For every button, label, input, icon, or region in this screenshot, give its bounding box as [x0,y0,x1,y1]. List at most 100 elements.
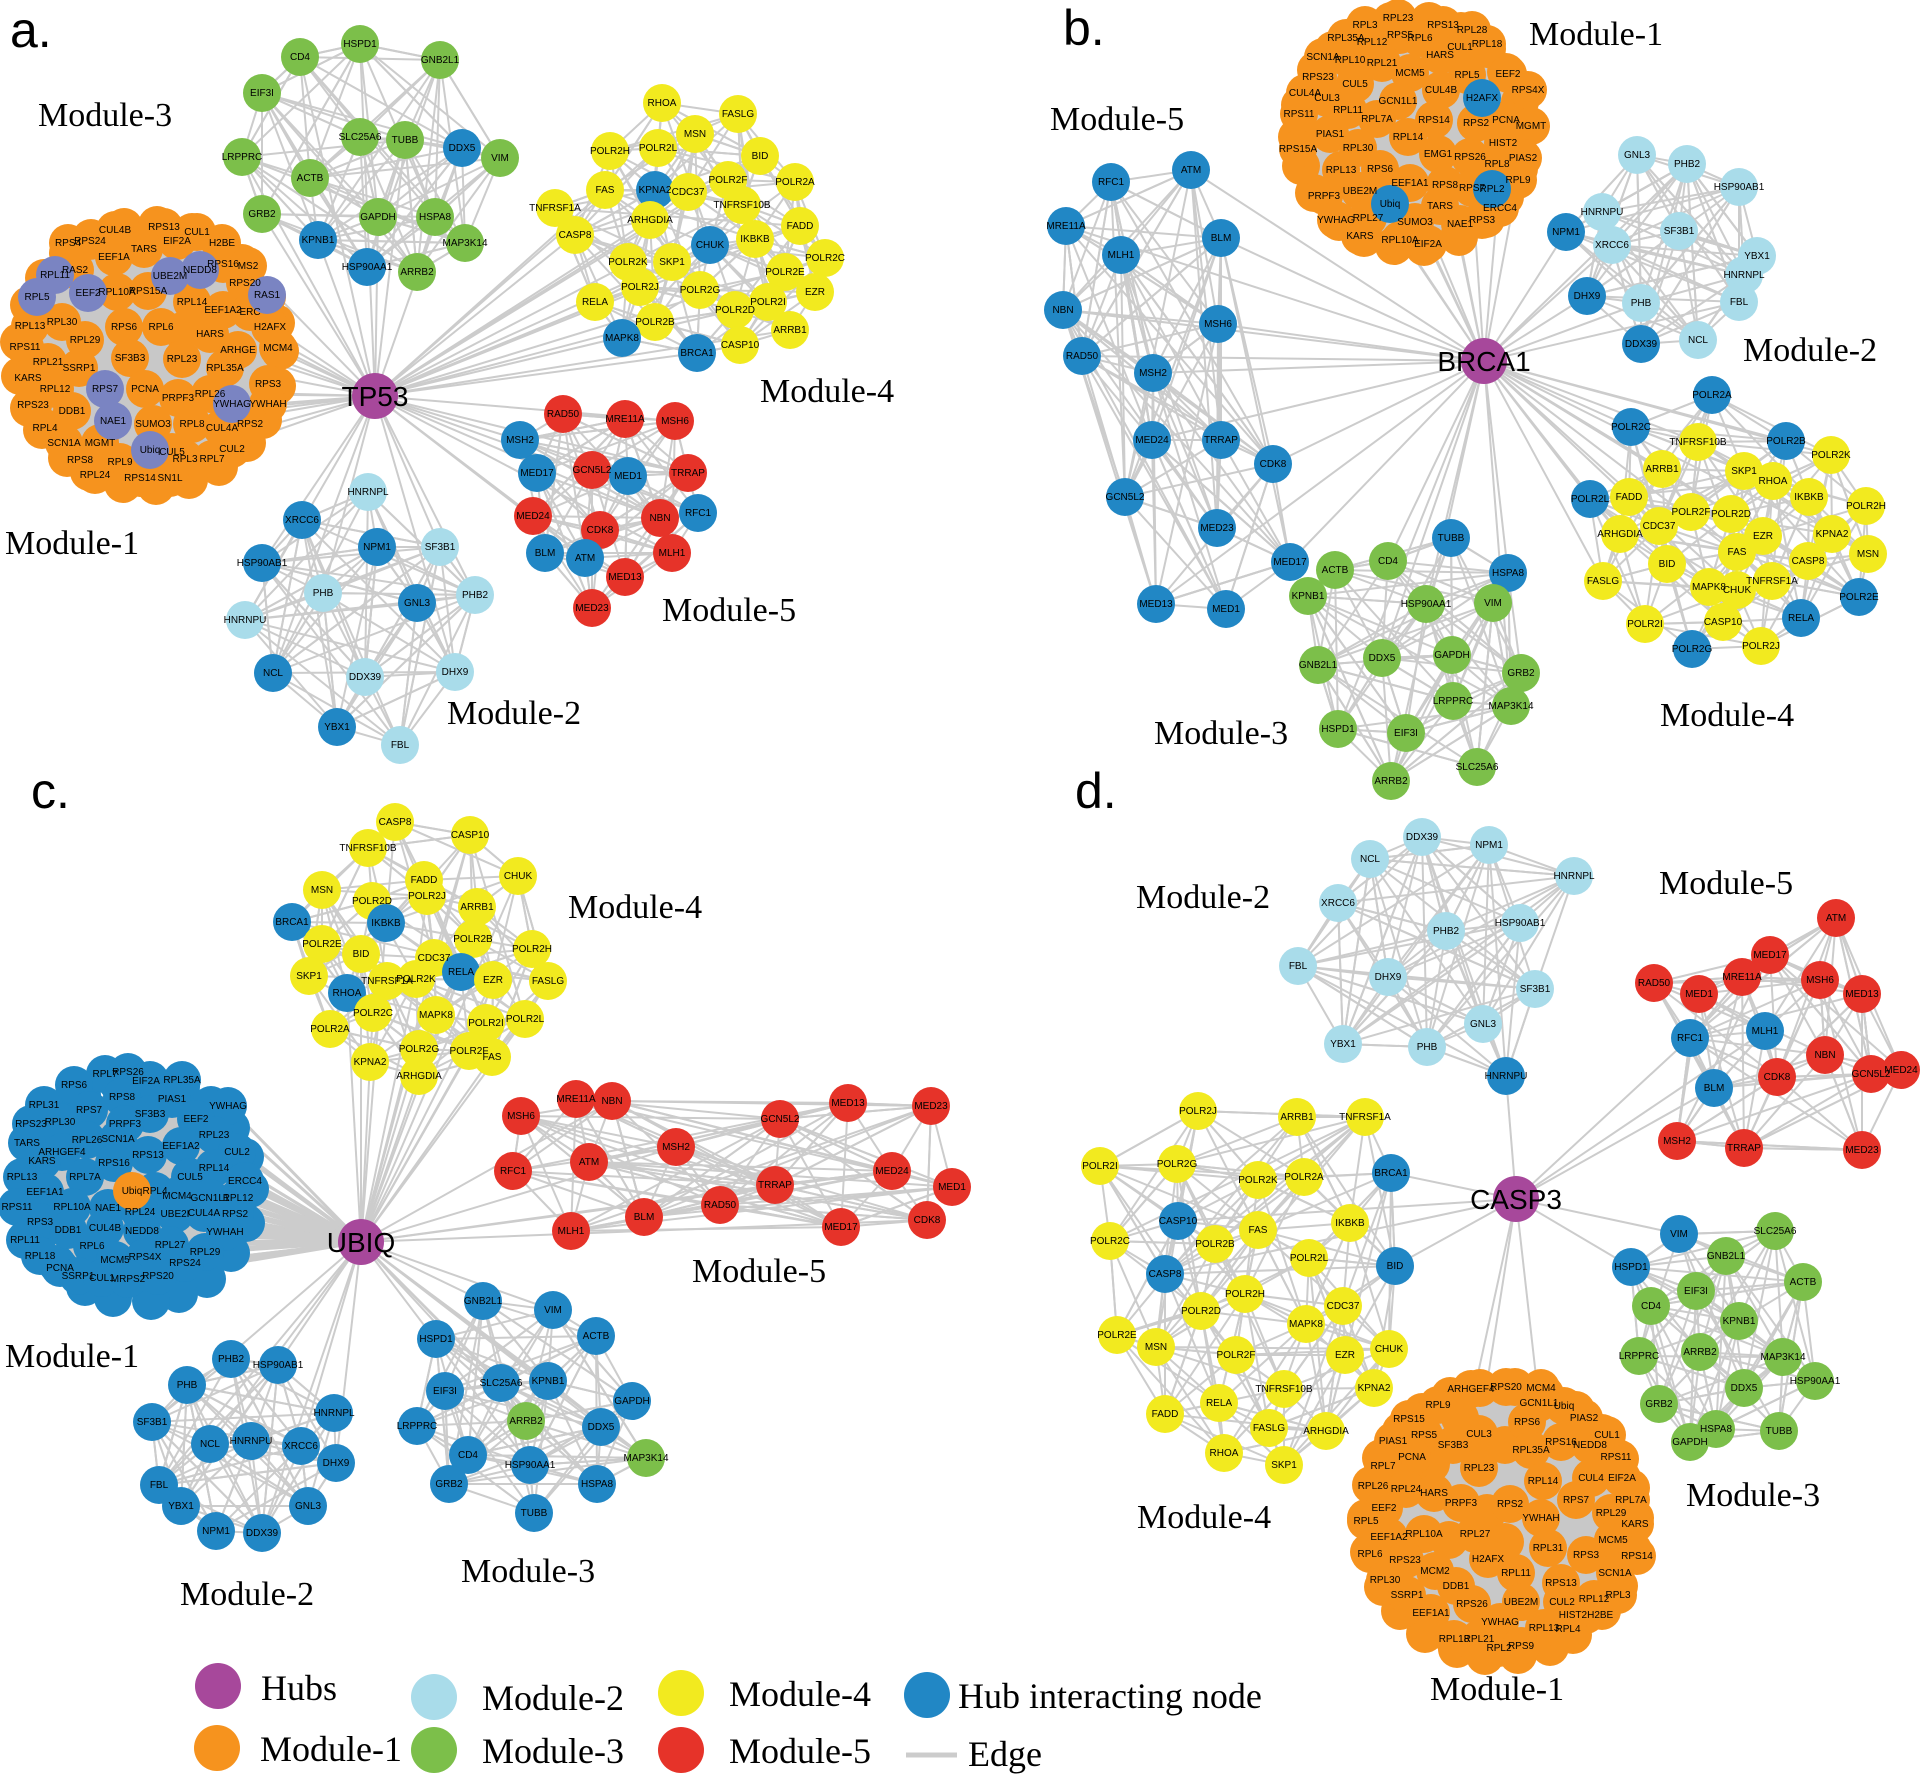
svg-text:CUL2: CUL2 [219,444,245,455]
svg-text:EEF1A: EEF1A [98,252,130,263]
svg-text:POLR2B: POLR2B [1195,1239,1235,1250]
svg-text:TNFRSF10B: TNFRSF10B [1669,437,1727,448]
svg-text:MSN: MSN [311,885,333,896]
svg-text:FAS: FAS [1728,547,1747,558]
svg-text:MED24: MED24 [875,1166,909,1177]
svg-text:HSP90AB1: HSP90AB1 [1495,918,1546,929]
svg-text:RPL31: RPL31 [29,1100,60,1111]
svg-text:POLR2D: POLR2D [352,896,392,907]
svg-text:EIF2A: EIF2A [1608,1473,1636,1484]
svg-text:POLR2I: POLR2I [1627,619,1663,630]
svg-text:TNFRSF1A: TNFRSF1A [529,203,581,214]
svg-text:MSN: MSN [1145,1342,1167,1353]
svg-text:POLR2C: POLR2C [1090,1236,1130,1247]
svg-text:Module-5: Module-5 [692,1253,826,1290]
svg-text:RPL10: RPL10 [1335,55,1366,66]
svg-text:HSP90AB1: HSP90AB1 [1714,182,1765,193]
svg-text:PRPF3: PRPF3 [1308,191,1341,202]
svg-text:RHOA: RHOA [333,988,362,999]
svg-text:RPL14: RPL14 [1528,1476,1559,1487]
svg-text:RPS16: RPS16 [1545,1437,1577,1448]
svg-text:EEF2: EEF2 [1495,69,1520,80]
svg-text:RPS8: RPS8 [67,455,94,466]
svg-text:Module-2: Module-2 [447,695,581,732]
svg-text:NBN: NBN [1814,1050,1835,1061]
svg-text:Module-3: Module-3 [482,1731,624,1771]
svg-text:RPS5: RPS5 [1411,1430,1438,1441]
svg-text:FASLG: FASLG [1587,576,1619,587]
svg-text:TARS: TARS [131,244,157,255]
svg-text:POLR2H: POLR2H [590,146,630,157]
svg-text:HIST2H2BE: HIST2H2BE [1559,1610,1614,1621]
svg-text:SKP1: SKP1 [296,971,322,982]
svg-text:MGMT: MGMT [1516,121,1547,132]
svg-text:TUBB: TUBB [1438,533,1465,544]
svg-text:BID: BID [1659,559,1676,570]
svg-text:KARS: KARS [28,1156,56,1167]
svg-text:RPS9: RPS9 [1508,1641,1535,1652]
svg-text:EIF2A: EIF2A [163,236,191,247]
svg-text:IKBKB: IKBKB [740,234,770,245]
svg-text:EIF2A: EIF2A [132,1076,160,1087]
svg-text:POLR2J: POLR2J [1742,641,1780,652]
svg-text:DHX9: DHX9 [1574,291,1601,302]
svg-text:GNL3: GNL3 [295,1501,322,1512]
svg-text:RPL5: RPL5 [1454,70,1479,81]
svg-text:GRB2: GRB2 [248,209,276,220]
svg-text:Module-5: Module-5 [1659,865,1793,902]
svg-text:MED13: MED13 [1845,989,1879,1000]
svg-text:RPS4: RPS4 [55,238,82,249]
svg-text:UBE2M: UBE2M [1504,1597,1538,1608]
svg-text:POLR2J: POLR2J [1179,1106,1217,1117]
svg-text:NPM1: NPM1 [202,1526,230,1537]
svg-text:EEF1A2: EEF1A2 [204,305,242,316]
svg-text:RPS23: RPS23 [1302,72,1334,83]
svg-text:DDX5: DDX5 [449,143,476,154]
svg-text:MRPS2: MRPS2 [111,1274,146,1285]
svg-text:EEF2: EEF2 [1371,1503,1396,1514]
svg-text:RAD50: RAD50 [1638,978,1671,989]
svg-text:CASP8: CASP8 [1792,556,1825,567]
svg-text:b.: b. [1063,0,1105,56]
svg-text:KPNB1: KPNB1 [532,1376,565,1387]
svg-text:BRCA1: BRCA1 [680,348,714,359]
svg-text:RPL9: RPL9 [107,457,132,468]
svg-text:RPS15: RPS15 [1393,1414,1425,1425]
svg-text:RPL35A: RPL35A [206,363,244,374]
svg-text:ATM: ATM [579,1157,599,1168]
svg-text:MAP3K14: MAP3K14 [1760,1352,1805,1363]
svg-text:RPS7: RPS7 [92,384,119,395]
svg-text:KARS: KARS [1621,1519,1649,1530]
svg-text:SKP1: SKP1 [1271,1460,1297,1471]
svg-text:RPL29: RPL29 [1596,1508,1627,1519]
svg-text:RPS11: RPS11 [1601,1452,1632,1463]
svg-text:CUL5: CUL5 [159,447,185,458]
svg-text:NEDD8: NEDD8 [183,265,217,276]
svg-text:MCM4: MCM4 [263,343,293,354]
svg-text:ACTB: ACTB [583,1331,610,1342]
svg-text:RPL29: RPL29 [190,1247,221,1258]
svg-text:RPL12: RPL12 [223,1193,254,1204]
svg-text:MRE11A: MRE11A [605,414,645,425]
svg-text:MED24: MED24 [1135,435,1169,446]
svg-text:GRB2: GRB2 [435,1479,463,1490]
svg-text:POLR2K: POLR2K [1238,1175,1278,1186]
svg-text:RPL11: RPL11 [40,270,70,281]
svg-text:RPS13: RPS13 [148,222,180,233]
svg-text:NCL: NCL [1688,335,1708,346]
svg-text:EIF3I: EIF3I [1684,1286,1708,1297]
svg-text:FAS: FAS [1249,1225,1268,1236]
svg-text:VIM: VIM [544,1305,562,1316]
svg-text:POLR2G: POLR2G [399,1044,440,1055]
svg-text:GCN1L1: GCN1L1 [1520,1398,1559,1409]
svg-text:CUL1: CUL1 [1594,1430,1620,1441]
svg-text:RPL14: RPL14 [1393,132,1424,143]
svg-text:Module-3: Module-3 [461,1553,595,1590]
svg-text:POLR2G: POLR2G [1672,644,1713,655]
svg-text:RPL18: RPL18 [1472,39,1503,50]
svg-text:PRPF3: PRPF3 [1445,1498,1478,1509]
svg-text:RPL24: RPL24 [125,1207,156,1218]
svg-text:NBN: NBN [601,1096,622,1107]
svg-text:CUL4: CUL4 [1578,1473,1604,1484]
svg-text:KARS: KARS [1346,231,1374,242]
